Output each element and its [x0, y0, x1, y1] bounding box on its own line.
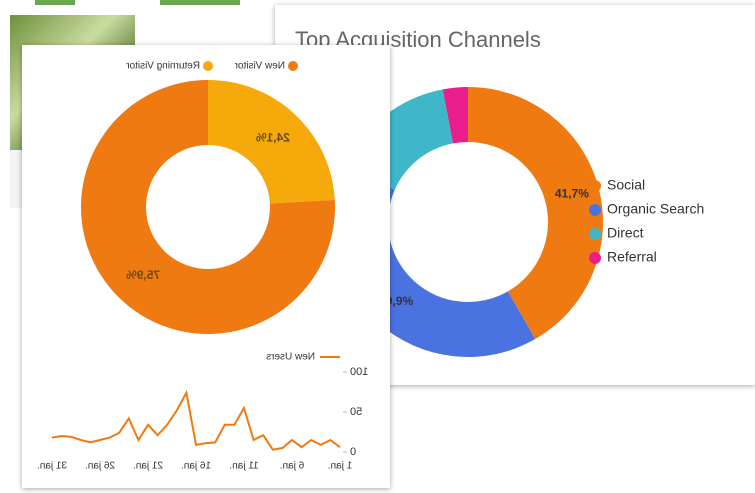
y-tick-label: 0: [350, 446, 356, 458]
x-tick-label: 1 jan.: [328, 461, 352, 472]
x-tick-label: 16 jan.: [181, 461, 211, 472]
legend-label: Direct: [607, 225, 644, 241]
tab: [35, 0, 75, 5]
legend-label: Organic Search: [607, 201, 704, 217]
x-tick-label: 26 jan.: [85, 461, 115, 472]
legend-swatch: [589, 228, 601, 240]
donut-slice: [468, 87, 603, 340]
legend-label: New Users: [266, 352, 315, 363]
visitors-card: 75,9% 24,1% New Visitor Returning Visitor 0 5…: [22, 45, 390, 488]
tab: [160, 0, 240, 5]
legend-swatch: [203, 61, 213, 71]
y-tick-label: 50: [350, 406, 362, 418]
donut-slice: [80, 80, 335, 334]
x-tick-label: 6 jan.: [280, 461, 304, 472]
x-tick-label: 21 jan.: [133, 461, 163, 472]
y-tick-label: 100: [350, 366, 368, 378]
slice-label: 41,7%: [555, 186, 589, 200]
line-series: [51, 389, 341, 451]
legend-label: Social: [607, 177, 645, 193]
legend-label: Referral: [607, 249, 657, 265]
legend-label: Returning Visitor: [126, 61, 200, 72]
x-tick-label: 11 jan.: [229, 461, 258, 472]
donut-slice: [442, 87, 468, 144]
x-tick-label: 31 jan.: [37, 461, 67, 472]
legend-swatch: [589, 180, 601, 192]
legend-label: New Visitor: [234, 61, 285, 72]
slice-label: 75,9%: [126, 268, 160, 282]
legend-swatch: [589, 252, 601, 264]
legend-swatch: [288, 61, 298, 71]
visitors-chart: 75,9% 24,1% New Visitor Returning Visitor 0 5…: [37, 61, 368, 472]
legend-swatch: [589, 204, 601, 216]
slice-label: 24,1%: [256, 130, 290, 144]
donut-slice: [208, 80, 335, 204]
